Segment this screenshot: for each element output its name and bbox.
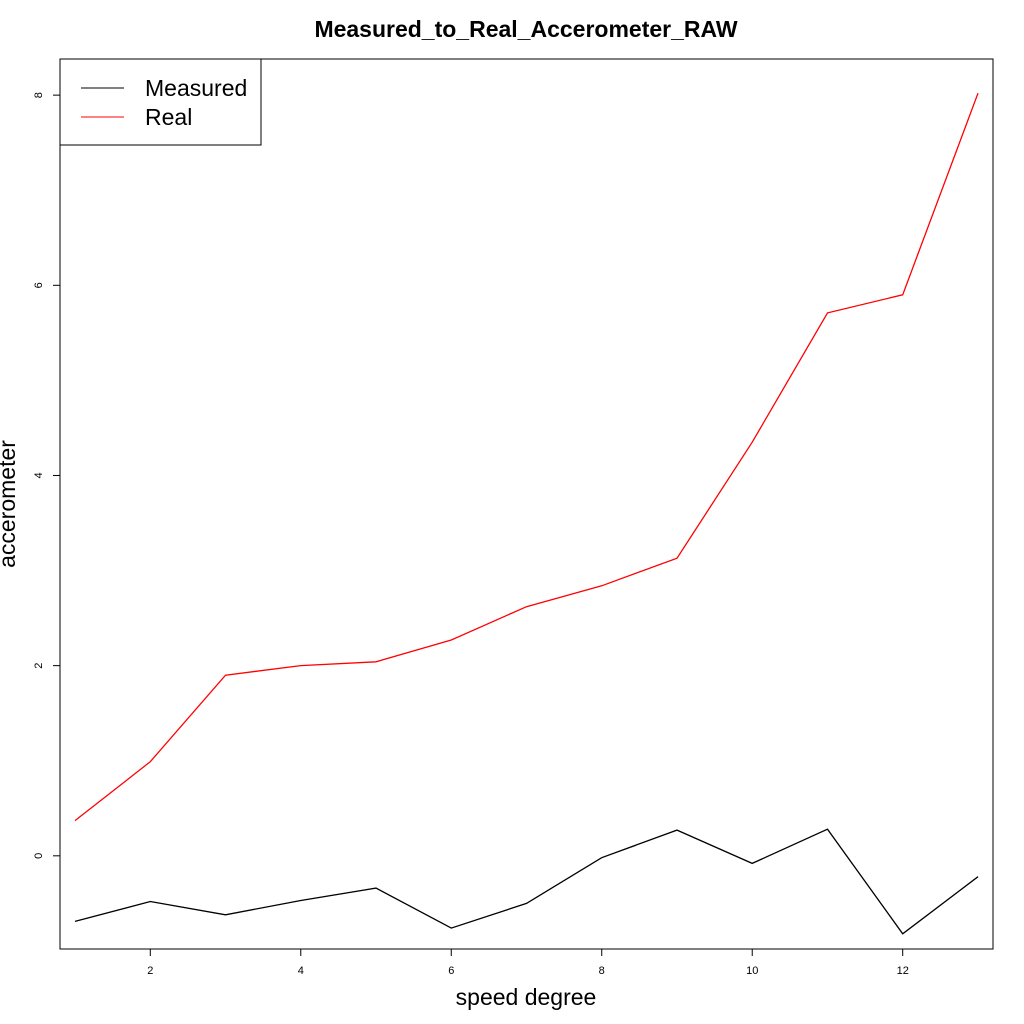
- y-axis: 0 2 4 6 8: [33, 92, 60, 859]
- x-axis-label: speed degree: [456, 984, 597, 1010]
- x-axis: 2 4 6 8 10 12: [147, 949, 909, 977]
- y-tick-label: 4: [33, 472, 45, 478]
- plot-frame: [59, 58, 994, 950]
- y-tick-label: 6: [33, 282, 45, 288]
- x-tick-label: 4: [298, 965, 304, 977]
- legend: Measured Real: [59, 58, 262, 146]
- y-axis-label: accerometer: [0, 440, 20, 568]
- series-line-real: [74, 92, 979, 822]
- legend-box: [59, 58, 262, 146]
- x-tick-label: 10: [746, 965, 758, 977]
- x-tick-label: 2: [147, 965, 153, 977]
- series-layer: [74, 92, 979, 935]
- x-tick-label: 12: [897, 965, 909, 977]
- legend-label-measured: Measured: [145, 75, 247, 101]
- chart-title: Measured_to_Real_Accerometer_RAW: [314, 16, 737, 42]
- x-tick-label: 8: [599, 965, 605, 977]
- x-tick-label: 6: [448, 965, 454, 977]
- y-tick-label: 2: [33, 663, 45, 669]
- series-line-measured: [74, 828, 979, 935]
- legend-label-real: Real: [145, 104, 192, 130]
- y-tick-label: 0: [33, 853, 45, 859]
- y-tick-label: 8: [33, 92, 45, 98]
